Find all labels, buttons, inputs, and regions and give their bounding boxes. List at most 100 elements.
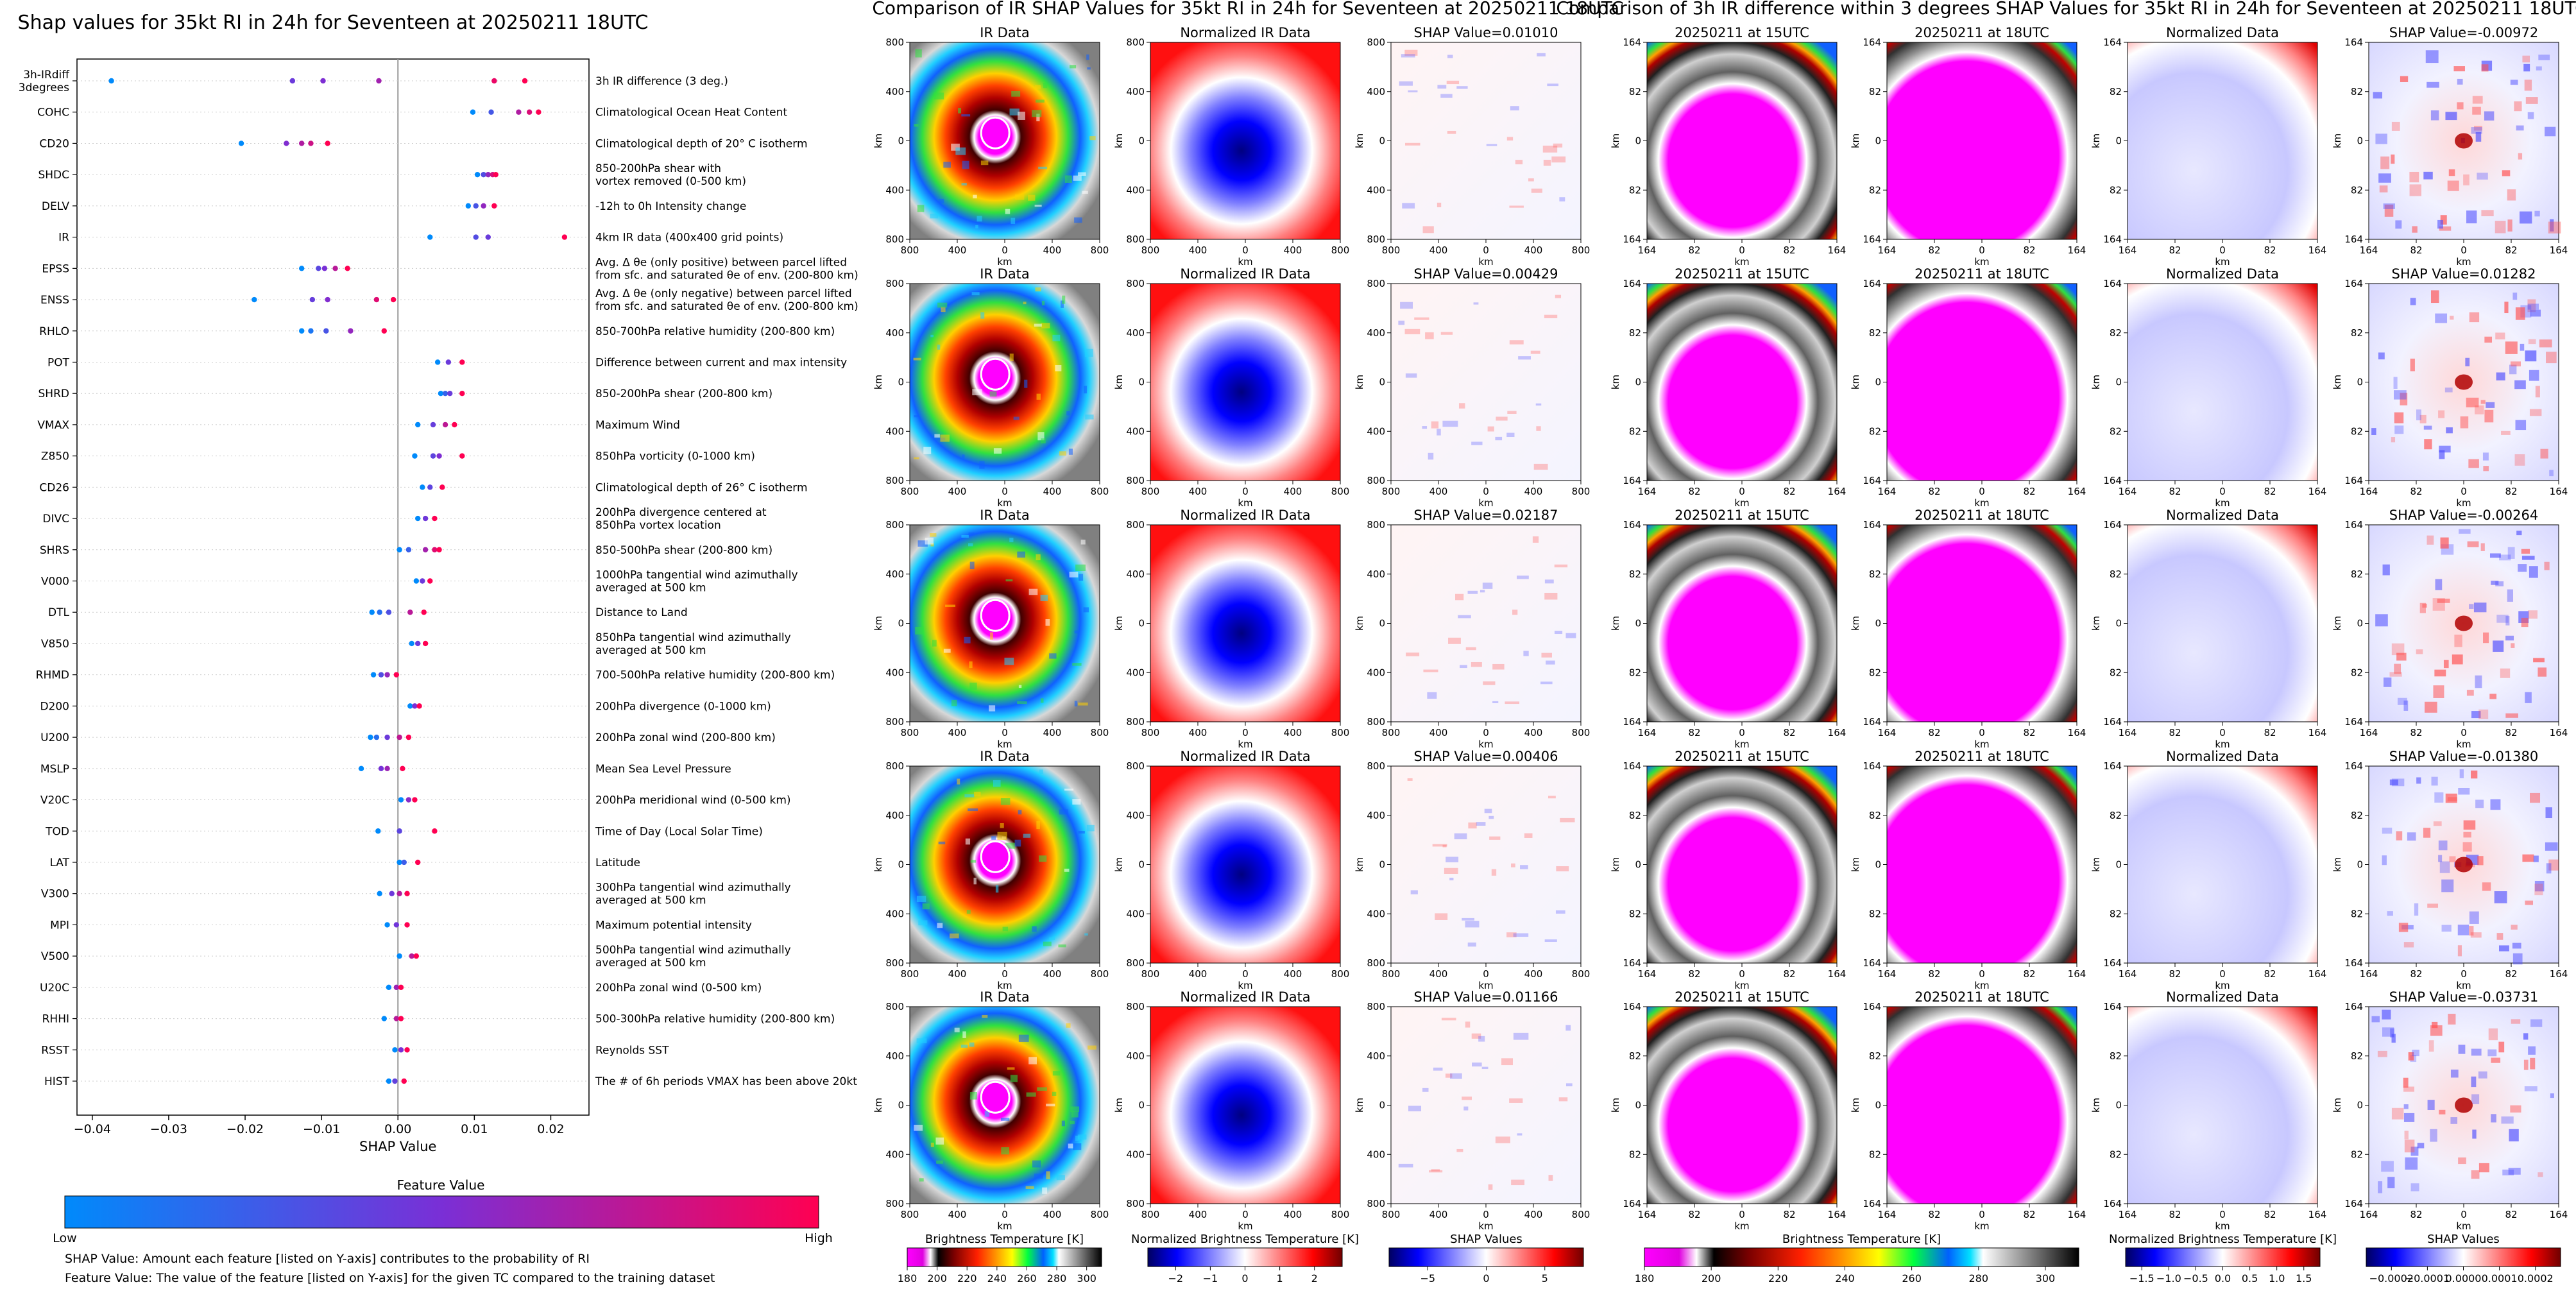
y-tick-label: 400 (1126, 184, 1145, 196)
shap-point (397, 953, 402, 959)
x-axis-label: km (1478, 497, 1493, 509)
y-axis-label: km (2332, 857, 2343, 872)
shap-texture (1480, 590, 1485, 593)
ir-diff-comparison-title: Comparison of 3h IR difference within 3 … (1556, 0, 2576, 19)
y-tick-label: 800 (1126, 234, 1145, 245)
shap-texture (2373, 92, 2383, 99)
x-tick-label: 164 (2550, 1209, 2568, 1220)
x-axis-label: km (1478, 256, 1493, 268)
shap-texture (2454, 635, 2462, 647)
shap-texture (2544, 561, 2550, 570)
feature-code-label: LAT (49, 857, 69, 869)
ir-texture (1034, 1174, 1043, 1179)
y-tick-label: 0 (1138, 377, 1145, 388)
shap-texture (2525, 692, 2532, 703)
y-axis-label: km (1113, 857, 1125, 872)
panel-title: IR Data (980, 25, 1030, 40)
shap-texture (2439, 226, 2452, 231)
shap-texture (2446, 427, 2453, 434)
shap-texture (2431, 776, 2438, 786)
shap-point (384, 922, 390, 928)
y-tick-label: 82 (1629, 1148, 1641, 1160)
shap-point (427, 234, 433, 240)
ir-texture (930, 213, 939, 219)
x-tick-label: 0 (2219, 727, 2226, 738)
shap-texture (2505, 635, 2514, 641)
x-axis-label: km (1974, 256, 1989, 268)
feature-description-label: 200hPa zonal wind (200-800 km) (595, 731, 776, 744)
shap-texture (1410, 890, 1418, 894)
ir-texture (1037, 432, 1045, 441)
shap-texture (2384, 204, 2394, 217)
shap-texture (2483, 632, 2489, 644)
shap-texture (2424, 439, 2432, 450)
shap-texture (2435, 579, 2443, 590)
shap-point (289, 78, 296, 84)
y-axis-label: km (873, 616, 884, 631)
x-tick-label: 82 (1688, 486, 1700, 497)
y-tick-label: 0 (1875, 377, 1881, 388)
feature-description-label: Avg. Δ θe (only negative) between parcel… (595, 287, 852, 300)
bt-colorbar-1-tick-label: 240 (987, 1272, 1007, 1285)
x-tick-label: 400 (948, 1209, 967, 1220)
x-axis-label: km (1238, 738, 1252, 750)
ir-texture (1040, 594, 1048, 601)
y-tick-label: 164 (2103, 37, 2122, 48)
ir-texture (1046, 1171, 1050, 1179)
y-tick-label: 164 (1863, 760, 1881, 772)
shap-texture (1560, 817, 1575, 823)
x-tick-label: 82 (2410, 244, 2422, 256)
y-tick-label: 0 (1379, 1100, 1385, 1111)
shap-texture (2501, 431, 2511, 435)
feature-code-label: SHRS (40, 544, 69, 557)
panel-title: Normalized Data (2166, 749, 2279, 764)
shap-point (430, 453, 436, 459)
bt-colorbar-2-tick-label: 180 (1635, 1272, 1655, 1285)
feature-code-label: SHRD (38, 388, 69, 400)
ir-texture (1042, 1187, 1048, 1194)
shap-point (108, 78, 114, 84)
y-tick-label: 164 (2103, 234, 2122, 245)
y-tick-label: 400 (885, 86, 904, 98)
shap-summary-panel: Shap values for 35kt RI in 24h for Seven… (18, 12, 858, 1285)
shap-texture (1444, 867, 1458, 875)
feature-description-label: 850hPa tangential wind azimuthally (595, 631, 791, 644)
shap-colorbar-1-title: SHAP Values (1450, 1233, 1523, 1246)
x-tick-label: 800 (1091, 244, 1109, 256)
shap-texture (1402, 203, 1415, 209)
ir-texture (997, 832, 1007, 841)
shap-point (393, 922, 400, 928)
norm-colorbar-1-tick-label: −2 (1168, 1272, 1183, 1285)
shap-texture (1513, 933, 1529, 937)
y-tick-label: 800 (1126, 716, 1145, 728)
ir-texture (1061, 1120, 1065, 1127)
shap-texture (1467, 590, 1478, 594)
shap-point (404, 922, 410, 928)
shap-texture (2504, 302, 2509, 314)
ir-texture (975, 225, 978, 228)
shap-texture (2430, 290, 2439, 303)
y-tick-label: 800 (885, 957, 904, 969)
shap-texture (1515, 160, 1523, 165)
y-tick-label: 800 (1367, 1001, 1385, 1012)
shap-texture (2389, 672, 2402, 677)
panel-title: SHAP Value=-0.01380 (2389, 749, 2539, 764)
y-tick-label: 400 (1126, 327, 1145, 339)
y-axis-label: km (1610, 857, 1621, 872)
y-tick-label: 164 (1623, 716, 1641, 728)
shap-texture (1429, 1170, 1443, 1173)
panel-title: IR Data (980, 989, 1030, 1005)
panel-title: SHAP Value=-0.00264 (2389, 508, 2539, 523)
feature-code-label: V000 (41, 576, 69, 588)
y-tick-label: 0 (2115, 859, 2122, 871)
ir-texture (962, 160, 969, 169)
ir-texture (937, 302, 948, 308)
shap-point (432, 547, 438, 552)
shap-texture (2463, 174, 2469, 185)
shap-texture (2529, 566, 2538, 578)
panel-title: 20250211 at 18UTC (1915, 508, 2049, 523)
x-tick-label: 0 (1242, 1209, 1249, 1220)
y-tick-label: 400 (1367, 425, 1385, 437)
image-panel (2127, 42, 2318, 240)
x-tick-label: 82 (2505, 968, 2517, 980)
